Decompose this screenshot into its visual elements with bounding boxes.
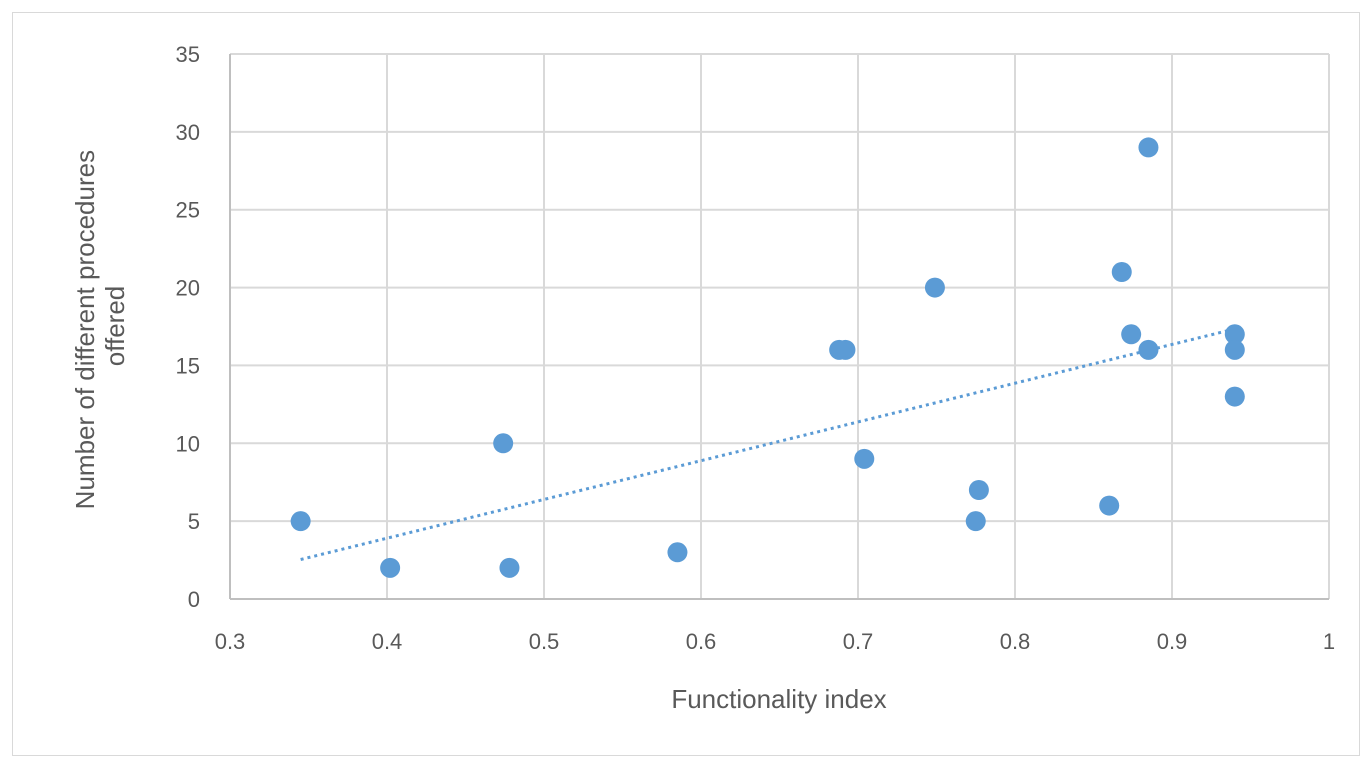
y-tick-label: 25 (176, 198, 200, 223)
data-point (1224, 324, 1245, 345)
y-axis-title-line-2: offered (100, 286, 130, 366)
x-axis-title: Functionality index (671, 684, 886, 714)
data-point (968, 480, 989, 500)
y-tick-label: 5 (188, 509, 200, 534)
x-tick-label: 0.6 (686, 629, 717, 654)
data-point (1224, 386, 1245, 407)
x-tick-label: 0.7 (843, 629, 874, 654)
y-tick-label: 30 (176, 120, 200, 145)
data-point (380, 557, 401, 578)
data-point (924, 277, 945, 298)
data-point (965, 511, 986, 532)
y-tick-label: 15 (176, 353, 200, 378)
x-tick-label: 0.5 (529, 629, 560, 654)
y-tick-labels: 0 5 10 15 20 25 30 35 (176, 42, 200, 612)
data-point (493, 433, 514, 454)
data-point (290, 511, 311, 532)
data-point (835, 339, 856, 360)
y-tick-label: 10 (176, 431, 200, 456)
chart-frame (12, 12, 1360, 756)
data-point (1121, 324, 1142, 345)
grid-lines (230, 53, 1330, 599)
x-tick-label: 1 (1323, 629, 1335, 654)
x-tick-label: 0.9 (1157, 629, 1188, 654)
data-point (1138, 137, 1159, 158)
x-tick-label: 0.3 (215, 629, 246, 654)
y-axis-title-line-1: Number of different procedures (70, 150, 100, 509)
data-point (1111, 262, 1132, 282)
data-point (854, 448, 875, 469)
data-point (1138, 339, 1159, 360)
y-tick-label: 20 (176, 276, 200, 301)
x-tick-label: 0.8 (1000, 629, 1031, 654)
y-axis-title: Number of different procedures offered (70, 143, 130, 510)
x-tick-labels: 0.3 0.4 0.5 0.6 0.7 0.8 0.9 1 (215, 629, 1335, 654)
data-point (1224, 339, 1245, 360)
y-tick-label: 35 (176, 42, 200, 67)
data-point (499, 557, 520, 578)
x-tick-label: 0.4 (372, 629, 403, 654)
y-tick-label: 0 (188, 587, 200, 612)
axes (229, 54, 1329, 600)
data-point (667, 542, 688, 563)
data-points (290, 137, 1245, 578)
data-point (1099, 495, 1120, 516)
